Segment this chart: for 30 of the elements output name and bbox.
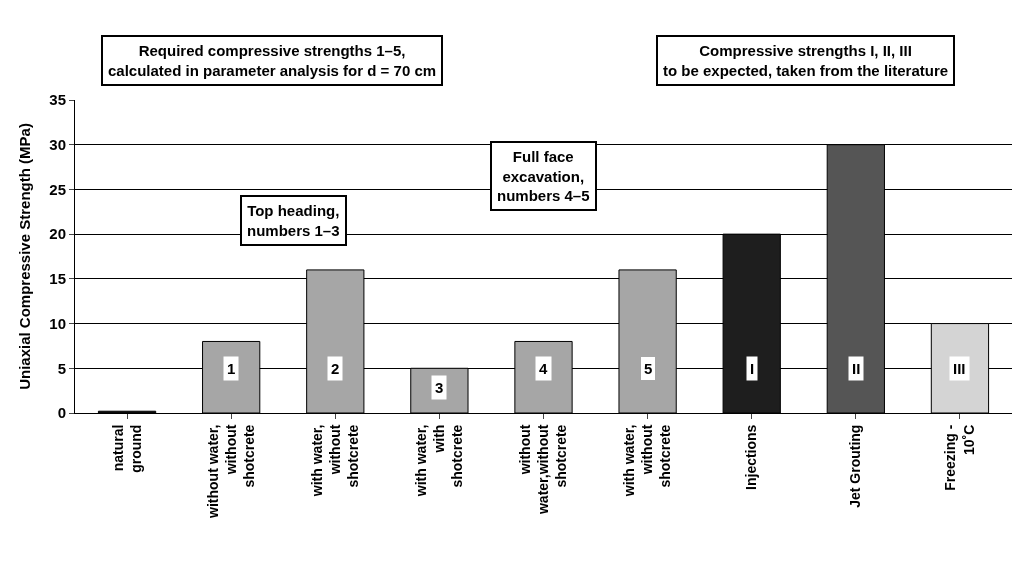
y-tick-label: 0 bbox=[57, 404, 66, 422]
annotation: I bbox=[750, 360, 755, 377]
x-tick-label: natural ground bbox=[109, 424, 144, 473]
annotation: III bbox=[953, 360, 966, 377]
y-tick-label: 35 bbox=[49, 91, 66, 109]
x-tick-label: Freezing - 10˚C bbox=[942, 424, 977, 491]
y-tick-label: 30 bbox=[49, 135, 66, 153]
x-tick-label: with water, without shotcrete bbox=[620, 424, 674, 498]
y-axis-title: Uniaxial Compressive Strength (MPa) bbox=[15, 123, 33, 390]
y-tick-label: 15 bbox=[49, 270, 66, 288]
x-tick-label: Injections bbox=[743, 424, 760, 490]
x-tick-label: Jet Grouting bbox=[847, 424, 864, 508]
x-tick-label: with water, with shotcrete bbox=[412, 424, 466, 498]
y-tick-label: 10 bbox=[49, 314, 66, 332]
text: Compressive strengths I, II, III to be expected, taken from the literature bbox=[663, 42, 949, 79]
x-tick-label: without water,without shotcrete bbox=[516, 424, 570, 516]
annotation: Top heading, numbers 1–3 bbox=[247, 202, 340, 239]
annotation: 2 bbox=[331, 360, 340, 377]
y-tick-label: 20 bbox=[49, 225, 66, 243]
text: Required compressive strengths 1–5, calculated in parameter analysis for d = 70 cm bbox=[108, 42, 437, 79]
annotation: 1 bbox=[227, 360, 236, 377]
x-tick-label: with water, without shotcrete bbox=[308, 424, 362, 498]
annotation: Full face excavation, numbers 4–5 bbox=[497, 148, 590, 204]
y-tick-label: 25 bbox=[49, 180, 66, 198]
annotation: 4 bbox=[539, 360, 548, 377]
y-tick-label: 5 bbox=[57, 359, 66, 377]
x-tick-label: without water, without shotcrete bbox=[204, 424, 257, 519]
annotation: II bbox=[852, 360, 861, 377]
annotation: 3 bbox=[435, 379, 444, 396]
annotation: 5 bbox=[644, 360, 653, 377]
